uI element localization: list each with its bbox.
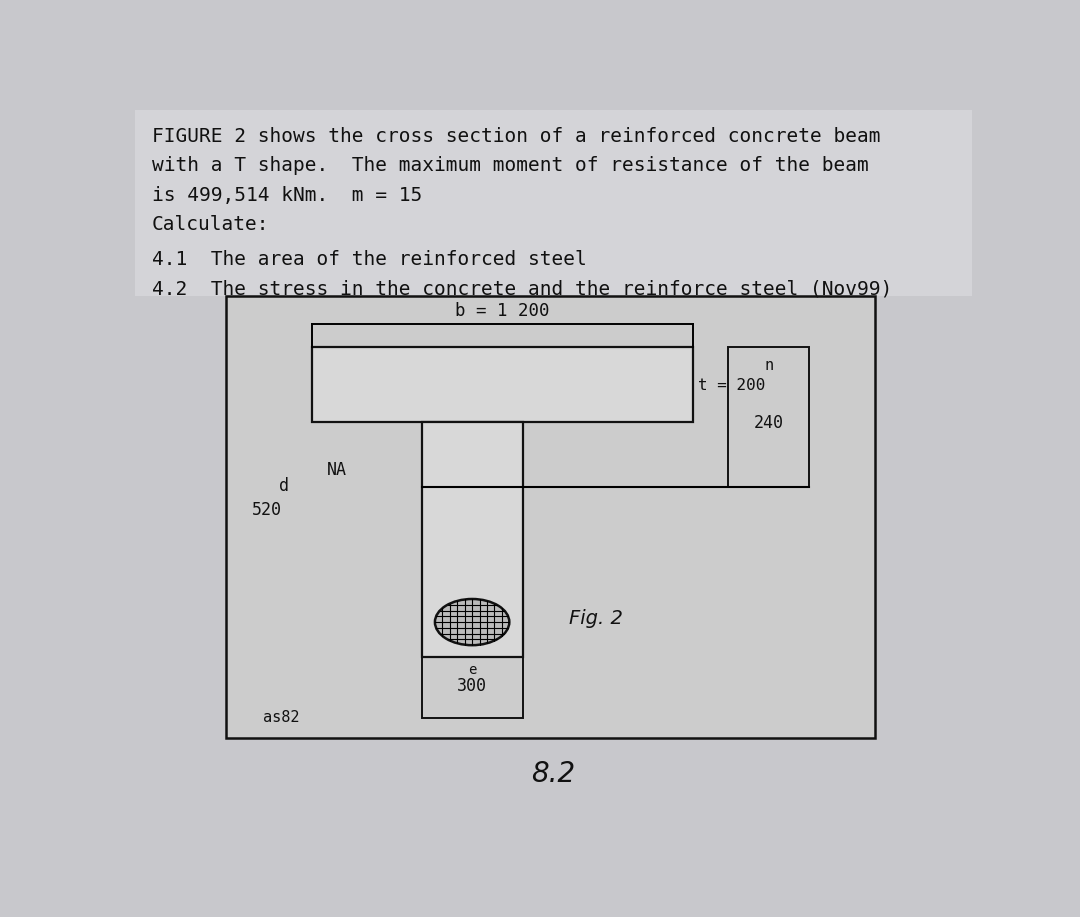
Text: is 499,514 kNm.  m = 15: is 499,514 kNm. m = 15 (152, 185, 422, 204)
Text: e: e (468, 663, 476, 677)
Text: 520: 520 (252, 502, 282, 519)
Text: as82: as82 (262, 710, 299, 724)
Text: 4.1  The area of the reinforced steel: 4.1 The area of the reinforced steel (152, 250, 586, 270)
Text: with a T shape.  The maximum moment of resistance of the beam: with a T shape. The maximum moment of re… (152, 156, 868, 175)
Text: t = 200: t = 200 (699, 378, 766, 393)
Ellipse shape (435, 599, 510, 646)
Bar (728, 348, 809, 487)
Bar (422, 422, 523, 657)
Bar (422, 657, 523, 718)
Bar (135, 110, 972, 296)
Text: NA: NA (327, 461, 347, 480)
Text: 4.2  The stress in the concrete and the reinforce steel (Nov99): 4.2 The stress in the concrete and the r… (152, 280, 892, 298)
Bar (312, 348, 693, 422)
Bar (227, 296, 875, 737)
Text: b = 1 200: b = 1 200 (455, 303, 550, 320)
Text: Calculate:: Calculate: (152, 215, 270, 234)
Text: Fig. 2: Fig. 2 (569, 609, 623, 628)
Text: d: d (279, 477, 288, 495)
Text: n: n (764, 358, 773, 373)
Text: 300: 300 (457, 677, 487, 695)
Text: 240: 240 (754, 414, 784, 433)
Text: 8.2: 8.2 (531, 760, 576, 788)
Text: FIGURE 2 shows the cross section of a reinforced concrete beam: FIGURE 2 shows the cross section of a re… (152, 127, 880, 146)
